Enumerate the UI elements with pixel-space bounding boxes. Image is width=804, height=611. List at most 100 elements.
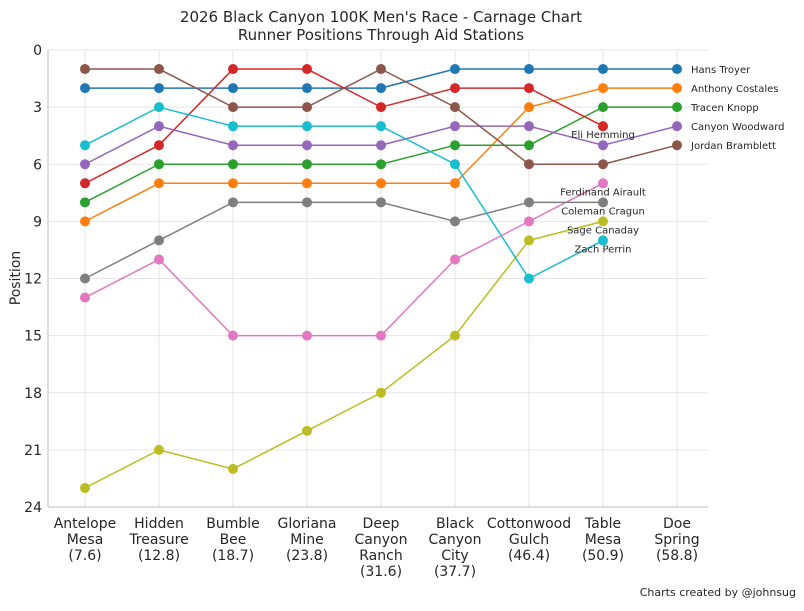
data-point bbox=[598, 83, 608, 94]
data-point bbox=[598, 197, 608, 208]
data-point bbox=[598, 121, 608, 132]
x-tick-label-line: Canyon bbox=[429, 532, 482, 548]
data-point bbox=[598, 102, 608, 113]
data-point bbox=[598, 216, 608, 227]
data-point bbox=[376, 102, 386, 113]
data-point bbox=[376, 330, 386, 341]
data-point bbox=[376, 197, 386, 208]
data-point bbox=[228, 102, 238, 113]
data-point bbox=[154, 102, 164, 113]
series-sage-canaday bbox=[80, 216, 608, 493]
data-point bbox=[450, 121, 460, 132]
x-tick-label-line: Gulch bbox=[509, 532, 549, 548]
series-end-label: Tracen Knopp bbox=[690, 103, 759, 114]
x-tick-label: Table Mesa (50.9) bbox=[582, 516, 624, 564]
x-tick-label-line: Antelope bbox=[54, 516, 117, 532]
data-point bbox=[80, 83, 90, 94]
data-point bbox=[154, 64, 164, 75]
data-point bbox=[302, 121, 312, 132]
data-point bbox=[524, 273, 534, 284]
y-tick-label: 15 bbox=[24, 329, 42, 345]
data-point bbox=[80, 273, 90, 284]
data-point bbox=[80, 178, 90, 189]
data-point bbox=[376, 178, 386, 189]
data-point bbox=[598, 235, 608, 246]
data-point bbox=[672, 121, 682, 132]
y-tick-label: 3 bbox=[33, 100, 42, 116]
x-tick-label: Cottonwood Gulch (46.4) bbox=[487, 516, 571, 564]
data-point bbox=[302, 140, 312, 151]
series-end-label: Jordan Bramblett bbox=[690, 141, 776, 152]
data-point bbox=[154, 121, 164, 132]
x-tick-label: Bumble Bee (18.7) bbox=[206, 516, 260, 564]
x-tick-label-line: (7.6) bbox=[68, 548, 101, 564]
data-point bbox=[672, 64, 682, 75]
data-point bbox=[376, 140, 386, 151]
x-tick-label-line: (46.4) bbox=[508, 548, 550, 564]
x-tick-label: Hidden Treasure (12.8) bbox=[128, 516, 188, 564]
x-tick-label-line: Treasure bbox=[128, 532, 188, 548]
series-labels: Hans Troyer Anthony Costales Tracen Knopp E… bbox=[560, 65, 784, 255]
data-point bbox=[80, 197, 90, 208]
x-tick-label-line: (31.6) bbox=[360, 564, 402, 580]
data-point bbox=[524, 159, 534, 170]
series-end-label: Canyon Woodward bbox=[691, 122, 784, 133]
data-point bbox=[228, 159, 238, 170]
data-point bbox=[672, 140, 682, 151]
series-jordan-bramblett bbox=[80, 64, 682, 170]
data-point bbox=[154, 159, 164, 170]
series-end-label: Ferdinand Airault bbox=[560, 187, 646, 198]
data-point bbox=[524, 102, 534, 113]
data-point bbox=[80, 292, 90, 303]
series-line bbox=[84, 182, 604, 337]
data-point bbox=[228, 140, 238, 151]
x-tick-label-line: Bumble bbox=[206, 516, 260, 532]
data-point bbox=[524, 64, 534, 75]
series-end-label: Coleman Cragun bbox=[561, 206, 645, 217]
data-point bbox=[302, 159, 312, 170]
x-tick-label-line: Canyon bbox=[355, 532, 408, 548]
series-end-label: Eli Hemming bbox=[571, 130, 635, 141]
data-point bbox=[450, 254, 460, 265]
x-tick-label-line: Ranch bbox=[359, 548, 402, 564]
x-tick-label-line: Mine bbox=[290, 532, 323, 548]
data-point bbox=[228, 178, 238, 189]
series-end-label: Hans Troyer bbox=[691, 65, 751, 76]
data-point bbox=[228, 197, 238, 208]
x-tick-label-line: (23.8) bbox=[286, 548, 328, 564]
y-tick-label: 21 bbox=[24, 443, 42, 459]
series-group bbox=[80, 64, 682, 493]
data-point bbox=[228, 463, 238, 474]
data-point bbox=[376, 387, 386, 398]
series-anthony-costales bbox=[80, 83, 682, 227]
series-end-label: Anthony Costales bbox=[691, 84, 779, 95]
data-point bbox=[376, 64, 386, 75]
series-ferdinand-airault bbox=[80, 178, 608, 341]
data-point bbox=[154, 444, 164, 455]
x-tick-label-line: Mesa bbox=[67, 532, 104, 548]
series-zach-perrin bbox=[80, 102, 608, 284]
data-point bbox=[450, 140, 460, 151]
x-tick-label-line: Spring bbox=[654, 532, 699, 548]
data-point bbox=[302, 197, 312, 208]
data-point bbox=[376, 121, 386, 132]
data-point bbox=[524, 216, 534, 227]
data-point bbox=[154, 140, 164, 151]
data-point bbox=[228, 121, 238, 132]
x-tick-label: Antelope Mesa (7.6) bbox=[54, 516, 117, 564]
data-point bbox=[302, 83, 312, 94]
x-tick-label-line: Table bbox=[584, 516, 621, 532]
data-point bbox=[524, 140, 534, 151]
data-point bbox=[302, 178, 312, 189]
grid bbox=[48, 49, 708, 508]
series-line bbox=[84, 201, 603, 280]
y-tick-label: 24 bbox=[24, 500, 42, 516]
y-tick-label: 0 bbox=[33, 43, 42, 59]
x-tick-label: Gloriana Mine (23.8) bbox=[278, 516, 337, 564]
x-tick-label-line: Gloriana bbox=[278, 516, 337, 532]
data-point bbox=[228, 83, 238, 94]
x-tick-label-line: (58.8) bbox=[656, 548, 698, 564]
x-tick-label-line: Hidden bbox=[134, 516, 184, 532]
chart-subtitle: Runner Positions Through Aid Stations bbox=[238, 26, 524, 44]
